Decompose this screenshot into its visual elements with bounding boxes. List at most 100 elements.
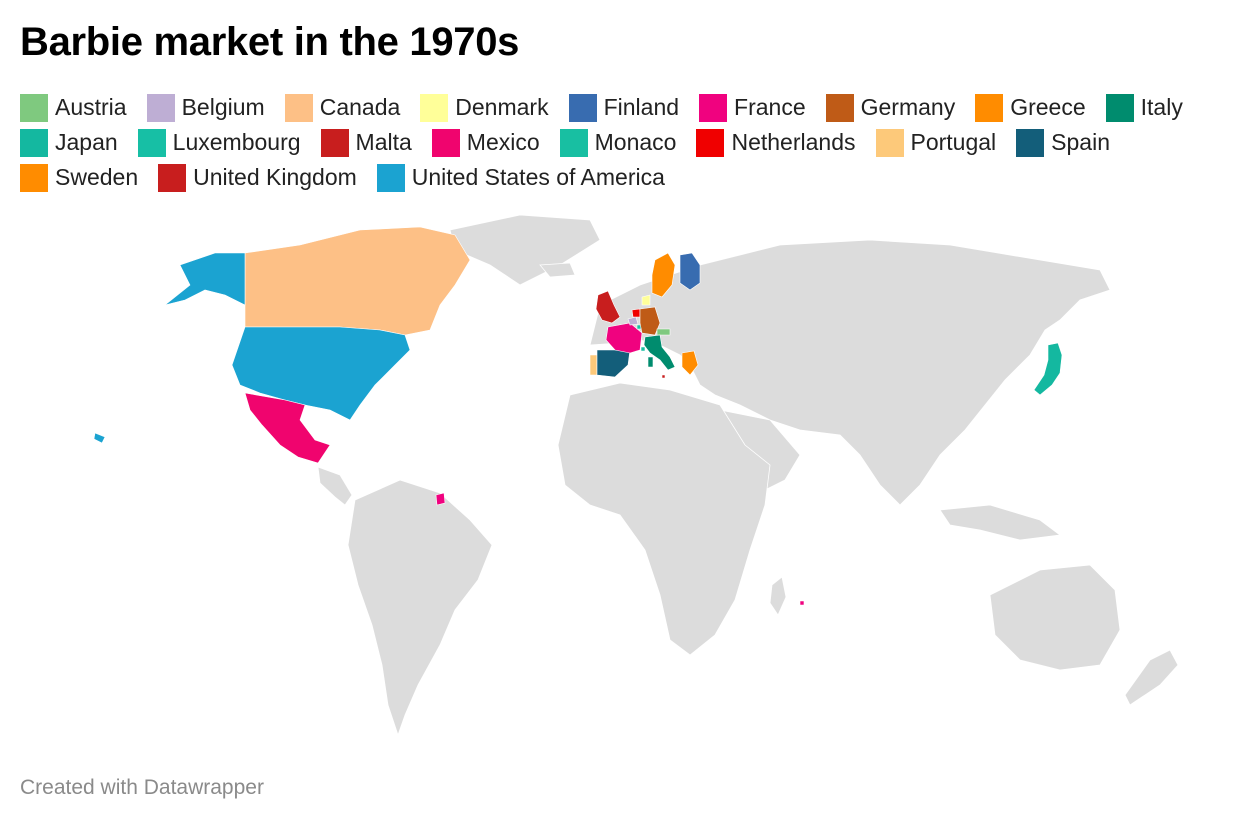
- swatch-spain: [1016, 128, 1045, 157]
- country-netherlands: [631, 308, 641, 318]
- country-canada: [244, 226, 471, 336]
- legend-label-united-states: United States of America: [411, 164, 665, 190]
- legend-item-malta: Malta: [320, 128, 412, 157]
- country-france-guiana: [435, 492, 446, 506]
- country-united-kingdom: [595, 290, 621, 324]
- swatch-germany: [825, 93, 854, 122]
- legend-label-malta: Malta: [355, 129, 412, 155]
- swatch-canada: [284, 93, 313, 122]
- country-usa-alaska: [164, 252, 246, 306]
- region-australia: [989, 564, 1121, 671]
- swatch-france: [699, 93, 728, 122]
- legend-item-sweden: Sweden: [20, 163, 139, 192]
- legend-item-portugal: Portugal: [875, 128, 997, 157]
- region-greenland: [449, 214, 601, 286]
- swatch-united-kingdom: [158, 163, 187, 192]
- country-usa-hawaii: [93, 432, 106, 444]
- legend-label-denmark: Denmark: [455, 94, 549, 120]
- country-belgium: [627, 316, 639, 326]
- legend-label-finland: Finland: [603, 94, 680, 120]
- region-eurasia: [589, 239, 1111, 506]
- legend-item-monaco: Monaco: [559, 128, 677, 157]
- highlighted-countries: [93, 226, 1063, 606]
- swatch-mexico: [431, 128, 460, 157]
- legend-label-luxembourg: Luxembourg: [172, 129, 301, 155]
- legend-item-netherlands: Netherlands: [696, 128, 856, 157]
- legend-row: Sweden United Kingdom United States of A…: [20, 160, 1220, 195]
- swatch-portugal: [875, 128, 904, 157]
- legend-label-austria: Austria: [55, 94, 127, 120]
- legend-item-united-kingdom: United Kingdom: [158, 163, 357, 192]
- region-africa: [557, 382, 771, 656]
- legend-item-italy: Italy: [1105, 93, 1183, 122]
- legend-label-netherlands: Netherlands: [731, 129, 856, 155]
- legend-label-greece: Greece: [1010, 94, 1086, 120]
- legend-label-france: France: [734, 94, 806, 120]
- legend-label-canada: Canada: [319, 94, 401, 120]
- swatch-sweden: [20, 163, 48, 192]
- swatch-monaco: [559, 128, 588, 157]
- legend-item-united-states: United States of America: [376, 163, 665, 192]
- country-monaco: [640, 346, 646, 352]
- country-germany: [639, 306, 661, 336]
- country-portugal: [589, 354, 598, 376]
- legend-item-greece: Greece: [975, 93, 1086, 122]
- swatch-finland: [568, 93, 597, 122]
- swatch-japan: [20, 128, 48, 157]
- swatch-italy: [1105, 93, 1134, 122]
- legend-row: Japan Luxembourg Malta Mexico Monaco Net…: [20, 125, 1220, 160]
- legend-item-belgium: Belgium: [146, 93, 265, 122]
- country-finland: [679, 252, 701, 291]
- legend-label-japan: Japan: [55, 129, 118, 155]
- legend-label-united-kingdom: United Kingdom: [193, 164, 357, 190]
- chart-title: Barbie market in the 1970s: [20, 20, 520, 64]
- swatch-malta: [320, 128, 349, 157]
- legend: Austria Belgium Canada Denmark Finland F…: [20, 90, 1220, 195]
- legend-label-mexico: Mexico: [466, 129, 540, 155]
- legend-item-spain: Spain: [1016, 128, 1110, 157]
- country-malta: [661, 374, 666, 379]
- base-land: [317, 214, 1179, 737]
- legend-label-italy: Italy: [1140, 94, 1183, 120]
- region-central-america: [317, 466, 353, 506]
- swatch-united-states: [376, 163, 405, 192]
- country-austria: [656, 328, 671, 336]
- legend-label-sweden: Sweden: [55, 164, 139, 190]
- legend-item-germany: Germany: [825, 93, 956, 122]
- region-south-america: [347, 479, 493, 737]
- country-italy-islands: [647, 356, 654, 368]
- swatch-denmark: [420, 93, 449, 122]
- country-japan: [1033, 342, 1063, 396]
- swatch-austria: [20, 93, 48, 122]
- legend-item-japan: Japan: [20, 128, 118, 157]
- legend-item-finland: Finland: [568, 93, 680, 122]
- country-greece: [681, 350, 699, 376]
- region-madagascar: [769, 576, 787, 616]
- legend-label-spain: Spain: [1051, 129, 1110, 155]
- legend-label-monaco: Monaco: [594, 129, 677, 155]
- swatch-belgium: [146, 93, 175, 122]
- country-france-reunion: [799, 600, 805, 606]
- legend-row: Austria Belgium Canada Denmark Finland F…: [20, 90, 1220, 125]
- legend-label-portugal: Portugal: [910, 129, 997, 155]
- legend-label-germany: Germany: [860, 94, 956, 120]
- legend-item-austria: Austria: [20, 93, 127, 122]
- country-denmark: [641, 294, 651, 306]
- country-usa: [231, 326, 411, 421]
- country-italy: [643, 334, 676, 371]
- country-mexico: [244, 392, 331, 464]
- legend-item-denmark: Denmark: [420, 93, 549, 122]
- credit: Created with Datawrapper: [20, 776, 264, 799]
- region-iceland: [539, 262, 576, 278]
- swatch-luxembourg: [137, 128, 166, 157]
- world-map: [93, 214, 1179, 737]
- country-sweden: [651, 252, 676, 298]
- region-new-zealand: [1124, 649, 1179, 706]
- swatch-netherlands: [696, 128, 725, 157]
- swatch-greece: [975, 93, 1004, 122]
- country-spain: [596, 349, 631, 378]
- legend-item-mexico: Mexico: [431, 128, 540, 157]
- legend-item-france: France: [699, 93, 806, 122]
- legend-item-canada: Canada: [284, 93, 401, 122]
- legend-item-luxembourg: Luxembourg: [137, 128, 301, 157]
